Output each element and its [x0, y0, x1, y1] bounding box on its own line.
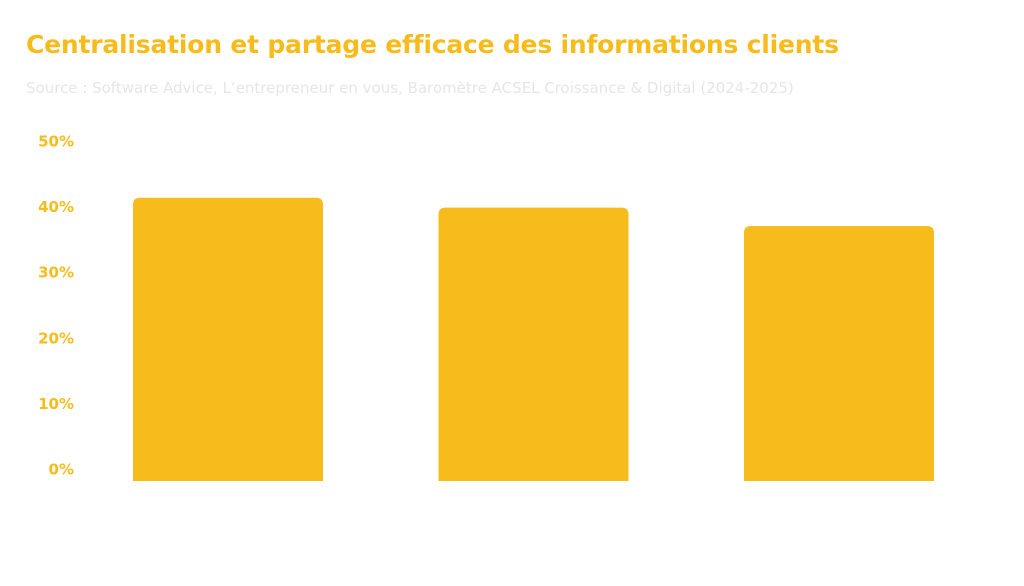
bar [438, 207, 629, 481]
bars [133, 197, 934, 481]
chart-subtitle: Source : Software Advice, L’entrepreneur… [26, 79, 794, 97]
chart-title: Centralisation et partage efficace des i… [26, 30, 839, 59]
bar [744, 225, 934, 481]
y-tick-label: 40% [38, 198, 74, 216]
y-tick-label: 10% [38, 395, 74, 413]
y-tick-label: 50% [38, 133, 74, 151]
y-tick-label: 20% [38, 329, 74, 347]
y-tick-label: 30% [38, 264, 74, 282]
bar [133, 197, 323, 481]
y-axis: 0% 10% 20% 30% 40% 50% [38, 133, 74, 479]
y-tick-label: 0% [49, 461, 74, 479]
